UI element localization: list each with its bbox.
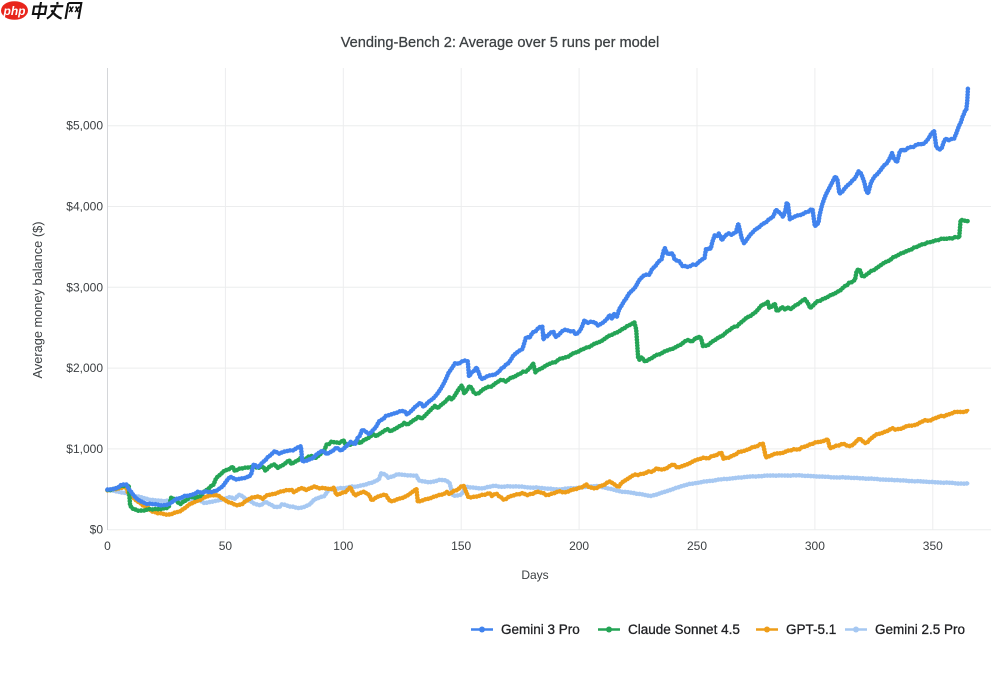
svg-text:Average money balance ($): Average money balance ($) <box>30 222 45 379</box>
svg-text:250: 250 <box>687 539 707 553</box>
svg-text:$5,000: $5,000 <box>66 119 103 133</box>
svg-text:$4,000: $4,000 <box>66 200 103 214</box>
svg-text:$0: $0 <box>90 523 104 537</box>
svg-text:300: 300 <box>805 539 825 553</box>
svg-text:Vending-Bench 2: Average over: Vending-Bench 2: Average over 5 runs per… <box>341 35 660 51</box>
svg-text:$1,000: $1,000 <box>66 442 103 456</box>
svg-text:Gemini 2.5 Pro: Gemini 2.5 Pro <box>875 622 965 637</box>
svg-text:0: 0 <box>104 539 111 553</box>
svg-text:200: 200 <box>569 539 589 553</box>
svg-text:100: 100 <box>333 539 353 553</box>
svg-text:Claude Sonnet 4.5: Claude Sonnet 4.5 <box>628 622 740 637</box>
svg-text:Gemini 3 Pro: Gemini 3 Pro <box>501 622 580 637</box>
svg-text:150: 150 <box>451 539 471 553</box>
svg-text:php: php <box>3 4 26 18</box>
svg-text:GPT-5.1: GPT-5.1 <box>786 622 836 637</box>
svg-text:$3,000: $3,000 <box>66 280 103 294</box>
svg-text:50: 50 <box>219 539 233 553</box>
svg-text:$2,000: $2,000 <box>66 361 103 375</box>
svg-text:350: 350 <box>923 539 943 553</box>
svg-text:Days: Days <box>521 568 548 582</box>
